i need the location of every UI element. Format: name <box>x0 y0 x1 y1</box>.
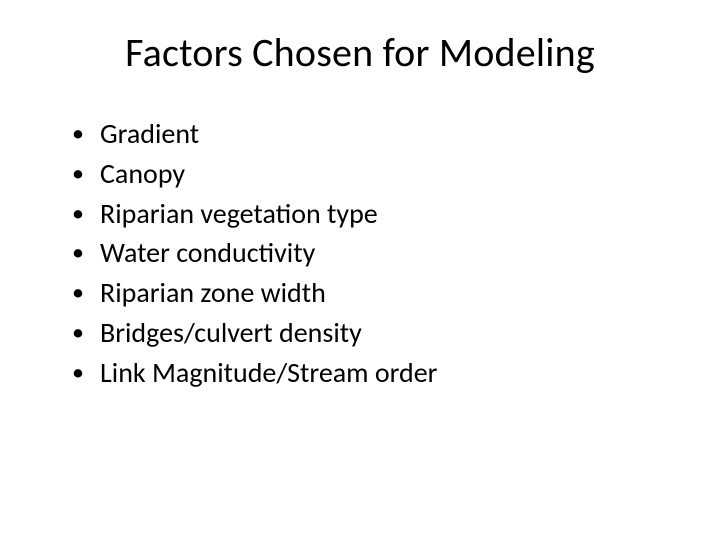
bullet-icon: • <box>72 234 100 271</box>
bullet-text: Riparian vegetation type <box>100 195 660 233</box>
list-item: • Riparian zone width <box>72 274 660 312</box>
bullet-text: Link Magnitude/Stream order <box>100 354 660 392</box>
slide-container: Factors Chosen for Modeling • Gradient •… <box>0 0 720 540</box>
bullet-list: • Gradient • Canopy • Riparian vegetatio… <box>60 115 660 392</box>
bullet-text: Canopy <box>100 155 660 193</box>
bullet-icon: • <box>72 354 100 391</box>
slide-title: Factors Chosen for Modeling <box>60 28 660 77</box>
list-item: • Link Magnitude/Stream order <box>72 354 660 392</box>
list-item: • Bridges/culvert density <box>72 314 660 352</box>
list-item: • Canopy <box>72 155 660 193</box>
bullet-icon: • <box>72 115 100 152</box>
list-item: • Gradient <box>72 115 660 153</box>
bullet-text: Gradient <box>100 115 660 153</box>
bullet-icon: • <box>72 155 100 192</box>
list-item: • Riparian vegetation type <box>72 195 660 233</box>
bullet-text: Bridges/culvert density <box>100 314 660 352</box>
bullet-text: Water conductivity <box>100 234 660 272</box>
bullet-icon: • <box>72 314 100 351</box>
bullet-text: Riparian zone width <box>100 274 660 312</box>
list-item: • Water conductivity <box>72 234 660 272</box>
bullet-icon: • <box>72 195 100 232</box>
bullet-icon: • <box>72 274 100 311</box>
